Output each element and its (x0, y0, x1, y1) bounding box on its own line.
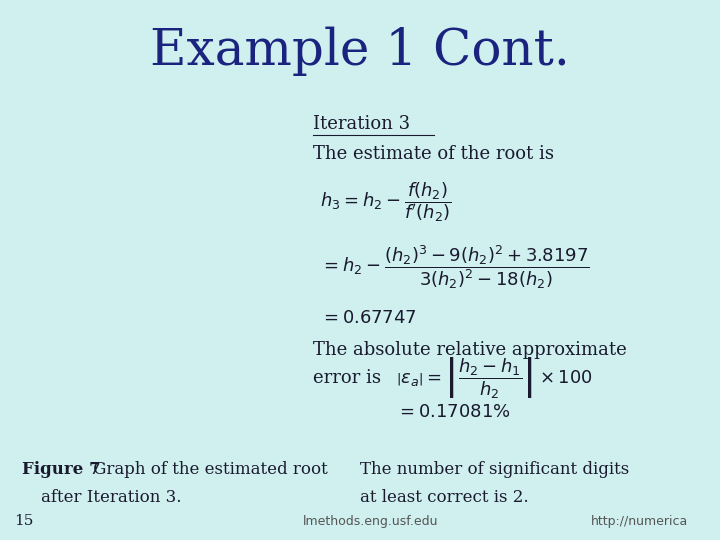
Text: $= h_2 - \dfrac{(h_2)^3 - 9(h_2)^2 + 3.8197}{3(h_2)^2 - 18(h_2)}$: $= h_2 - \dfrac{(h_2)^3 - 9(h_2)^2 + 3.8… (320, 244, 590, 291)
Text: The number of significant digits: The number of significant digits (360, 461, 629, 478)
Text: $= 0.17081\%$: $= 0.17081\%$ (396, 403, 510, 421)
Text: Graph of the estimated root: Graph of the estimated root (88, 461, 328, 478)
Text: at least correct is 2.: at least correct is 2. (360, 489, 528, 507)
Text: error is: error is (313, 369, 381, 387)
Text: 15: 15 (14, 514, 34, 528)
Text: http://numerica: http://numerica (590, 515, 688, 528)
Text: Iteration 3: Iteration 3 (313, 115, 410, 133)
Text: $= 0.67747$: $= 0.67747$ (320, 308, 417, 327)
Text: The absolute relative approximate: The absolute relative approximate (313, 341, 627, 359)
Text: after Iteration 3.: after Iteration 3. (41, 489, 182, 507)
Text: Figure 7: Figure 7 (22, 461, 100, 478)
Text: lmethods.eng.usf.edu: lmethods.eng.usf.edu (302, 515, 438, 528)
Text: The estimate of the root is: The estimate of the root is (313, 145, 554, 163)
Text: $h_3 = h_2 - \dfrac{f(h_2)}{f^{\prime}(h_2)}$: $h_3 = h_2 - \dfrac{f(h_2)}{f^{\prime}(h… (320, 181, 452, 224)
Text: Example 1 Cont.: Example 1 Cont. (150, 26, 570, 76)
Text: $\left|\epsilon_a\right| = \left|\dfrac{h_2 - h_1}{h_2}\right| \times 100$: $\left|\epsilon_a\right| = \left|\dfrac{… (396, 355, 593, 401)
